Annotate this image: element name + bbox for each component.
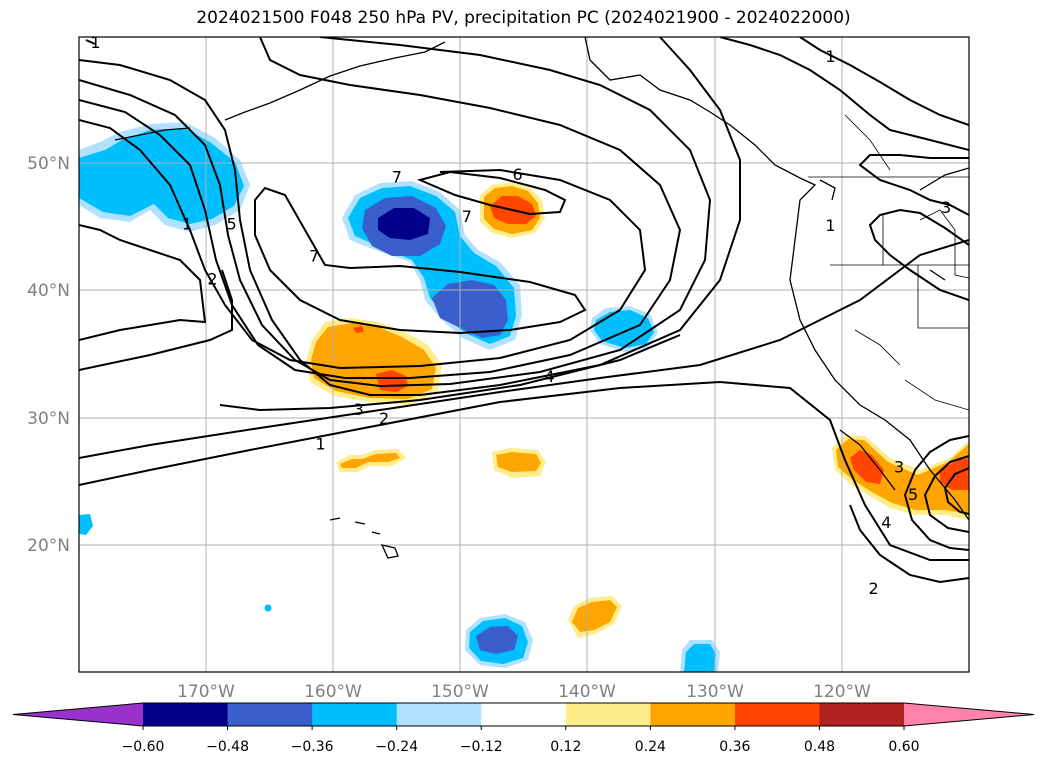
coastlines (114, 37, 969, 559)
map-background (79, 37, 969, 672)
colorbar: −0.60 −0.48 −0.36 −0.24 −0.12 0.12 0.24 0.36 0.4… (12, 702, 1035, 755)
gridlines (79, 37, 969, 672)
colorbar-tick-label: −0.36 (291, 739, 334, 755)
precip-region-neg-mid (684, 644, 716, 672)
contour-label: 5 (908, 485, 918, 504)
contour-label: 1 (825, 216, 835, 235)
contour-label: 1 (315, 434, 325, 453)
map-frame (78, 36, 970, 673)
colorbar-tick-label: 0.12 (550, 739, 581, 755)
x-tick-label: 140°W (558, 682, 616, 702)
contour-label: 7 (392, 168, 402, 187)
x-tick-label: 160°W (304, 682, 362, 702)
colorbar-ticks: −0.60 −0.48 −0.36 −0.24 −0.12 0.12 0.24 0.36 0.4… (122, 726, 920, 755)
contour-label: 3 (941, 198, 951, 217)
colorbar-tick-label: 0.36 (719, 739, 750, 755)
x-axis-tick-labels: 170°W 160°W 150°W 140°W 130°W 120°W (177, 682, 871, 702)
precip-region-pos-high (850, 450, 884, 484)
contour-label: 2 (869, 579, 879, 598)
colorbar-segments (12, 702, 1035, 727)
colorbar-segment (819, 703, 905, 726)
colorbar-segment (227, 703, 313, 726)
x-tick-label: 130°W (686, 682, 744, 702)
y-tick-label: 30°N (27, 409, 70, 429)
pv-contours (79, 37, 969, 584)
contour-label: 1 (90, 33, 100, 52)
precip-region-neg-mid (79, 514, 93, 535)
contour-label: 3 (894, 457, 904, 476)
colorbar-tick-label: −0.12 (460, 739, 503, 755)
contour-label: 7 (309, 246, 319, 265)
precip-region-pos-mid (340, 453, 400, 468)
y-tick-label: 50°N (27, 154, 70, 174)
x-tick-label: 120°W (813, 682, 871, 702)
contour-label: 4 (881, 513, 891, 532)
x-tick-label: 150°W (431, 682, 489, 702)
colorbar-tick-label: 0.60 (888, 739, 919, 755)
contour-label: 5 (226, 215, 236, 234)
precip-region-neg-dark (432, 280, 508, 338)
colorbar-segment (143, 703, 229, 726)
colorbar-tick-label: −0.48 (206, 739, 249, 755)
chart-title: 2024021500 F048 250 hPa PV, precipitatio… (196, 8, 851, 28)
y-axis-tick-labels: 20°N 30°N 40°N 50°N (27, 154, 70, 556)
political-borders (808, 114, 969, 411)
colorbar-tick-label: 0.48 (804, 739, 835, 755)
contour-label: 6 (513, 165, 523, 184)
contour-label: 2 (207, 269, 217, 288)
contour-label: 1 (182, 215, 192, 234)
contour-label: 7 (462, 207, 472, 226)
colorbar-tick-label: −0.24 (375, 739, 418, 755)
precip-region-neg-dark (476, 626, 518, 654)
precip-region-pos-mid (572, 600, 617, 632)
y-tick-label: 20°N (27, 536, 70, 556)
colorbar-extend-min (13, 703, 143, 726)
colorbar-tick-label: −0.60 (122, 739, 165, 755)
colorbar-segment (396, 703, 482, 726)
precip-region-neg-dot (264, 604, 272, 612)
contour-label: 2 (379, 409, 389, 428)
precip-region-neg-darkest (378, 208, 430, 240)
colorbar-segment (565, 703, 651, 726)
contour-label: 1 (825, 47, 835, 66)
precip-region-pos-high (353, 326, 364, 333)
colorbar-segment (481, 703, 567, 726)
colorbar-segment (650, 703, 736, 726)
colorbar-extend-max (904, 703, 1034, 726)
precip-region-pos-mid (496, 452, 541, 472)
colorbar-tick-label: 0.24 (635, 739, 666, 755)
contour-label: 3 (354, 400, 364, 419)
x-tick-label: 170°W (177, 682, 235, 702)
y-tick-label: 40°N (27, 281, 70, 301)
colorbar-segment (734, 703, 820, 726)
contour-label: 4 (544, 367, 554, 386)
colorbar-segment (312, 703, 398, 726)
